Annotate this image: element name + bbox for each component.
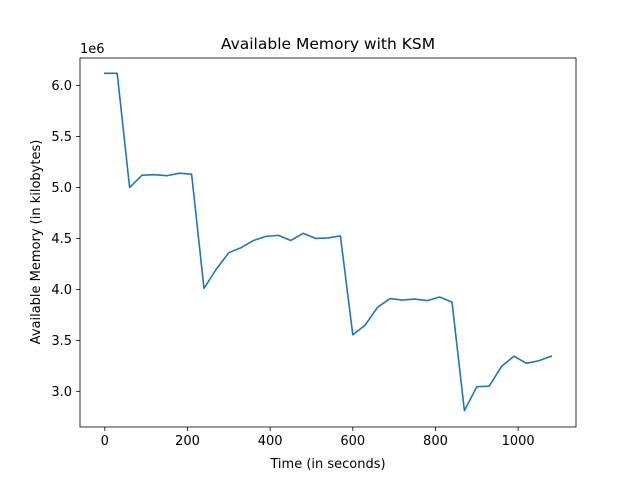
x-tick-label: 800: [423, 434, 448, 449]
y-tick-label: 3.0: [51, 385, 72, 400]
x-tick-label: 1000: [502, 434, 535, 449]
x-axis-label: Time (in seconds): [269, 457, 385, 472]
x-tick-label: 0: [101, 434, 109, 449]
chart-title: Available Memory with KSM: [221, 35, 435, 53]
x-tick-label: 200: [175, 434, 200, 449]
plot-frame: [79, 57, 577, 428]
y-tick-label: 4.5: [51, 232, 72, 247]
y-tick-label: 6.0: [51, 79, 72, 94]
x-axis-ticks: 0 200 400 600 800 1000: [101, 427, 535, 449]
series-layer: [104, 72, 553, 412]
x-tick-label: 600: [340, 434, 365, 449]
y-axis-ticks: 3.0 3.5 4.0 4.5 5.0 5.5 6.0: [51, 79, 80, 400]
y-axis-offset-label: 1e6: [80, 42, 105, 57]
series-line-0: [104, 72, 553, 412]
y-tick-label: 4.0: [51, 283, 72, 298]
y-axis-label: Available Memory (in kilobytes): [29, 140, 44, 345]
y-tick-label: 5.0: [51, 181, 72, 196]
y-tick-label: 3.5: [51, 334, 72, 349]
y-tick-label: 5.5: [51, 130, 72, 145]
x-tick-label: 400: [258, 434, 283, 449]
